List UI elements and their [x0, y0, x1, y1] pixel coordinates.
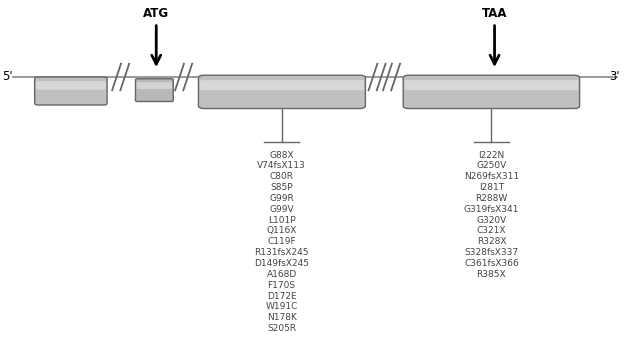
Text: L101P: L101P [268, 216, 295, 225]
Text: A168D: A168D [266, 270, 297, 279]
Text: C361fsX366: C361fsX366 [464, 259, 518, 268]
Text: G319fsX341: G319fsX341 [464, 205, 519, 214]
FancyBboxPatch shape [35, 77, 107, 105]
FancyBboxPatch shape [137, 82, 172, 89]
FancyBboxPatch shape [135, 79, 173, 101]
Text: 3': 3' [609, 70, 619, 84]
Text: G99V: G99V [269, 205, 294, 214]
Text: C80R: C80R [270, 172, 294, 181]
Text: C119F: C119F [267, 237, 296, 246]
Text: C321X: C321X [477, 226, 506, 236]
Text: G250V: G250V [476, 161, 507, 170]
Text: I222N: I222N [478, 150, 505, 160]
Text: R288W: R288W [475, 194, 508, 203]
Text: N178K: N178K [266, 313, 297, 322]
Text: S328fsX337: S328fsX337 [464, 248, 518, 257]
FancyBboxPatch shape [200, 80, 364, 90]
Text: G320V: G320V [476, 216, 507, 225]
Text: ATG: ATG [143, 7, 169, 20]
Text: G88X: G88X [269, 150, 294, 160]
Text: R385X: R385X [476, 270, 507, 279]
Text: N269fsX311: N269fsX311 [464, 172, 519, 181]
Text: D172E: D172E [266, 292, 297, 301]
Text: R131fsX245: R131fsX245 [255, 248, 309, 257]
Text: D149fsX245: D149fsX245 [254, 259, 309, 268]
Text: Q116X: Q116X [266, 226, 297, 236]
Text: TAA: TAA [482, 7, 507, 20]
FancyBboxPatch shape [403, 75, 580, 108]
Text: V74fsX113: V74fsX113 [257, 161, 306, 170]
Text: G99R: G99R [269, 194, 294, 203]
Text: S85P: S85P [270, 183, 293, 192]
Text: R328X: R328X [477, 237, 506, 246]
FancyBboxPatch shape [36, 81, 106, 90]
Text: F170S: F170S [268, 281, 295, 290]
Text: 5': 5' [3, 70, 13, 84]
Text: S205R: S205R [267, 324, 296, 333]
FancyBboxPatch shape [198, 75, 365, 108]
FancyBboxPatch shape [404, 80, 578, 90]
Text: I281T: I281T [479, 183, 504, 192]
Text: W191C: W191C [265, 302, 298, 312]
